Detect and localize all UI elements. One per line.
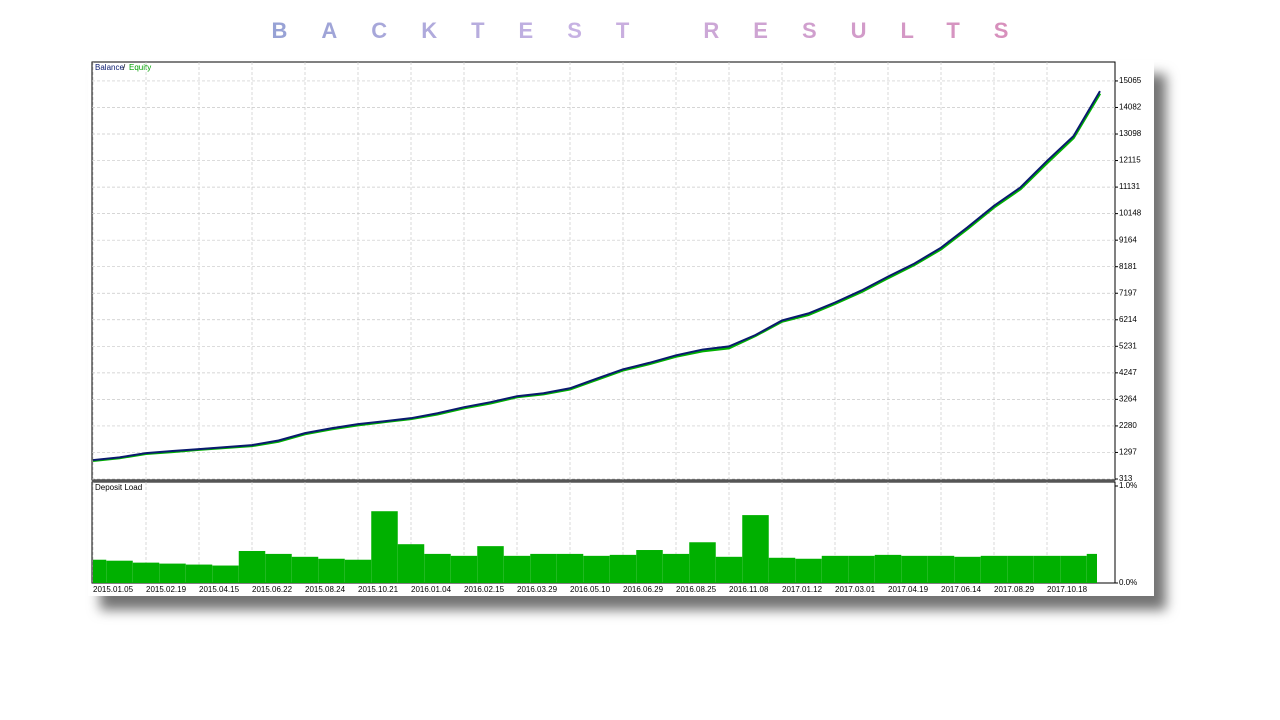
x-tick-label: 2016.03.29 [517,585,558,594]
bar [530,553,557,583]
bar [1086,553,1097,583]
bar [901,555,928,583]
bar [424,553,451,583]
y-tick-label: 1.0% [1119,481,1137,490]
bar [371,511,398,583]
bar [821,555,849,583]
x-tick-label: 2017.06.14 [941,585,982,594]
bar [1060,555,1087,583]
y-tick-label: 11131 [1119,182,1141,191]
x-tick-label: 2016.05.10 [570,585,611,594]
bar [662,553,690,583]
series-line [92,90,1101,462]
bar [583,555,610,583]
x-tick-label: 2017.03.01 [835,585,876,594]
bar [238,550,266,583]
bar [503,555,531,583]
bar [848,555,875,583]
y-tick-label: 6214 [1119,315,1137,324]
x-tick-label: 2015.01.05 [93,585,134,594]
load-title: Deposit Load [95,483,142,492]
bar [954,556,981,583]
y-tick-label: 0.0% [1119,578,1137,587]
y-tick-label: 9164 [1119,235,1137,244]
bar [742,515,769,583]
y-tick-label: 2280 [1119,421,1137,430]
bar [636,550,663,583]
bar [344,559,372,583]
y-tick-label: 15065 [1119,76,1142,85]
x-tick-label: 2015.08.24 [305,585,346,594]
bar [106,560,133,583]
bar [980,555,1008,583]
x-tick-label: 2017.08.29 [994,585,1035,594]
y-tick-label: 13098 [1119,129,1142,138]
x-tick-label: 2015.02.19 [146,585,187,594]
y-tick-label: 14082 [1119,103,1142,112]
bar [450,555,478,583]
bar [93,559,107,583]
bar [132,562,160,583]
x-tick-label: 2015.04.15 [199,585,240,594]
legend-separator: / [123,63,126,72]
y-tick-label: 10148 [1119,209,1142,218]
bar [1033,555,1061,583]
bar [689,542,716,583]
x-tick-label: 2016.08.25 [676,585,717,594]
y-tick-label: 8181 [1119,262,1137,271]
bar [795,558,822,583]
bar [927,555,955,583]
x-tick-label: 2016.02.15 [464,585,505,594]
bar [768,557,796,583]
bar [609,554,637,583]
y-tick-label: 4247 [1119,368,1137,377]
x-tick-label: 2016.11.08 [729,585,769,594]
chart-frame [88,60,1154,596]
bar [185,564,213,583]
x-tick-label: 2017.01.12 [782,585,823,594]
y-tick-label: 1297 [1119,448,1137,457]
y-tick-label: 12115 [1119,156,1141,165]
page-title: BACKTEST RESULTS [0,18,1280,44]
bar [874,554,902,583]
y-tick-label: 3264 [1119,394,1137,403]
x-tick-label: 2017.04.19 [888,585,929,594]
bar [397,544,425,583]
bar [291,556,319,583]
bar [265,553,292,583]
x-tick-label: 2016.01.04 [411,585,452,594]
legend-equity: Equity [129,63,151,72]
x-tick-label: 2015.10.21 [358,585,399,594]
bar [318,558,345,583]
bar [556,553,584,583]
x-tick-label: 2016.06.29 [623,585,664,594]
y-tick-label: 7197 [1119,288,1137,297]
bar [477,546,504,583]
x-tick-label: 2017.10.18 [1047,585,1088,594]
y-tick-label: 313 [1119,474,1133,483]
y-tick-label: 5231 [1119,341,1137,350]
bar [1007,555,1034,583]
x-tick-label: 2015.06.22 [252,585,293,594]
bar [159,563,186,583]
bar [715,556,743,583]
legend-balance: Balance [95,63,124,72]
bar [212,565,239,583]
